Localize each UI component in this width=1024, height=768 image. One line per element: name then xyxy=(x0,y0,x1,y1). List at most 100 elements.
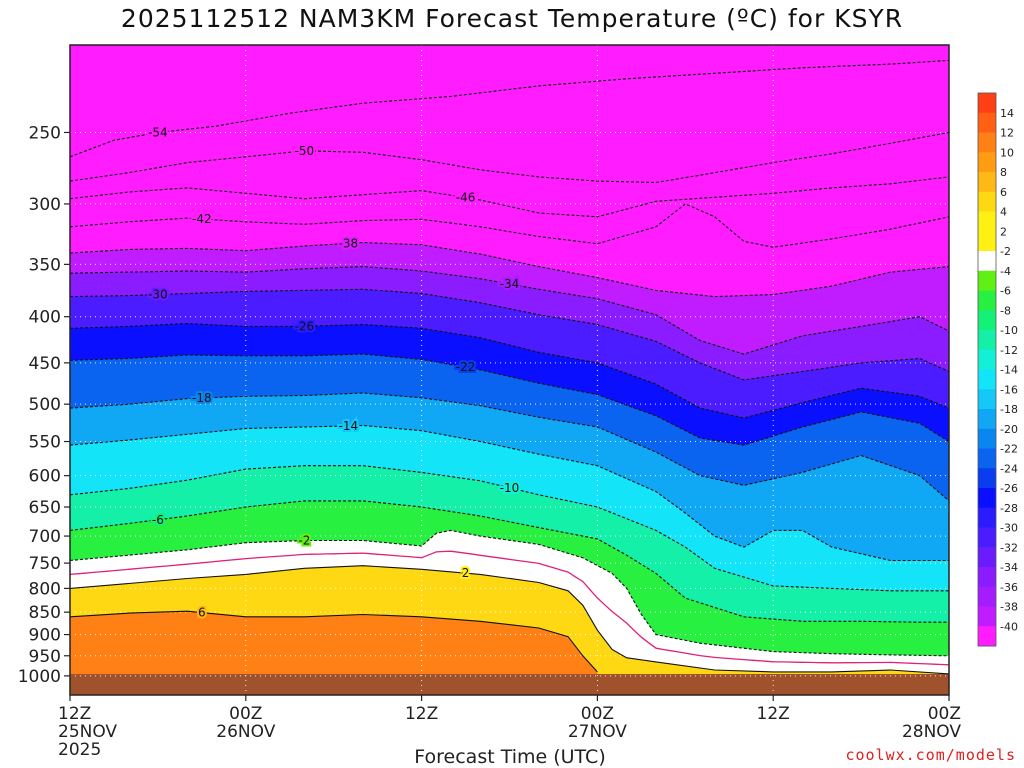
contour-label--14C: -14 xyxy=(339,419,359,433)
colorbar-label-3: 8 xyxy=(1000,166,1007,179)
contour--30C xyxy=(70,288,949,381)
contour--54C xyxy=(70,59,949,158)
colorbar-cell-4 xyxy=(978,172,996,193)
colorbar-cell-2 xyxy=(978,132,996,153)
colorbar-cell-21 xyxy=(978,507,996,528)
x-tick-label-60-0: 00Z xyxy=(928,704,961,724)
colorbar-label-1: 12 xyxy=(1000,127,1014,140)
colorbar-cell-10 xyxy=(978,290,996,311)
colorbar-cell-12 xyxy=(978,330,996,351)
colorbar-label-20: -28 xyxy=(1000,502,1018,515)
colorbar-cell-6 xyxy=(978,211,996,232)
colorbar-label-4: 6 xyxy=(1000,186,1007,199)
contour--6C xyxy=(70,500,949,623)
y-tick-label-700: 700 xyxy=(29,527,61,547)
colorbar-cell-23 xyxy=(978,547,996,568)
colorbar-label-0: 14 xyxy=(1000,107,1014,120)
y-tick-label-1000: 1000 xyxy=(18,667,61,687)
colorbar: 14 12 10 8 6 4 2 -2 -4 -6 -8 -10 -12 -14 -16 -18 -20 -22 -… xyxy=(977,92,1018,647)
colorbar-cell-17 xyxy=(978,428,996,449)
colorbar-label-25: -38 xyxy=(1000,601,1018,614)
colorbar-cell-1 xyxy=(978,112,996,133)
colorbar-label-2: 10 xyxy=(1000,146,1014,159)
grid-lines xyxy=(70,45,949,695)
colorbar-cell-18 xyxy=(978,448,996,469)
y-tick-label-800: 800 xyxy=(29,579,61,599)
colorbar-cell-11 xyxy=(978,310,996,331)
y-tick-label-350: 350 xyxy=(29,255,61,275)
contour--42C xyxy=(70,203,949,248)
contour--38C xyxy=(70,241,949,298)
x-axis-label: Forecast Time (UTC) xyxy=(414,746,605,768)
colorbar-cell-20 xyxy=(978,488,996,509)
colorbar-label-5: 4 xyxy=(1000,206,1007,219)
contour--18C xyxy=(70,392,949,502)
contour-2C xyxy=(70,565,949,675)
contour--34C xyxy=(70,266,949,355)
pressure-axis: 250 300 350 400 450 500 550 600 650 700 750 800 850 9… xyxy=(18,123,70,687)
colorbar-label-7: -2 xyxy=(1000,245,1011,258)
contour--14C xyxy=(70,424,949,562)
y-tick-label-550: 550 xyxy=(29,433,61,453)
x-tick-label-0-2: 2025 xyxy=(58,740,101,760)
colorbar-label-6: 2 xyxy=(1000,225,1007,238)
contour--26C xyxy=(70,322,949,419)
contour-label--42C: -42 xyxy=(192,212,212,226)
y-tick-label-250: 250 xyxy=(29,123,61,143)
y-tick-label-950: 950 xyxy=(29,647,61,667)
contour--2C xyxy=(70,529,949,657)
contour-label-6C: 6 xyxy=(198,606,206,620)
colorbar-label-21: -30 xyxy=(1000,522,1018,535)
colorbar-cell-7 xyxy=(978,231,996,252)
colorbar-label-18: -24 xyxy=(1000,462,1018,475)
colorbar-label-9: -6 xyxy=(1000,285,1011,298)
contour-label--54C: -54 xyxy=(148,125,168,139)
contour-label--22C: -22 xyxy=(456,360,476,374)
colorbar-cell-3 xyxy=(978,152,996,173)
x-tick-label-60-1: 28NOV xyxy=(902,722,961,742)
colorbar-cell-22 xyxy=(978,527,996,548)
contour--10C xyxy=(70,465,949,592)
contour-label-2C: 2 xyxy=(462,566,470,580)
colorbar-cell-13 xyxy=(978,349,996,370)
y-tick-label-500: 500 xyxy=(29,395,61,415)
x-tick-label-0-0: 12Z xyxy=(58,704,91,724)
colorbar-label-23: -34 xyxy=(1000,561,1018,574)
colorbar-cell-26 xyxy=(978,606,996,627)
x-tick-label-36-0: 00Z xyxy=(581,704,614,724)
contour-label--30C: -30 xyxy=(148,288,168,302)
contour-label--46C: -46 xyxy=(456,191,476,205)
y-tick-label-300: 300 xyxy=(29,195,61,215)
contour-label--10C: -10 xyxy=(500,481,520,495)
contour-label--6C: -6 xyxy=(152,513,164,527)
contour-label--38C: -38 xyxy=(339,236,359,250)
colorbar-label-17: -22 xyxy=(1000,443,1018,456)
colorbar-label-19: -26 xyxy=(1000,482,1018,495)
colorbar-cell-9 xyxy=(978,270,996,291)
y-tick-label-400: 400 xyxy=(29,308,61,328)
colorbar-cell-19 xyxy=(978,468,996,489)
colorbar-label-12: -12 xyxy=(1000,344,1018,357)
temperature-color-fill xyxy=(70,45,949,695)
colorbar-label-13: -14 xyxy=(1000,364,1018,377)
y-tick-label-750: 750 xyxy=(29,554,61,574)
colorbar-cell-14 xyxy=(978,369,996,390)
colorbar-label-16: -20 xyxy=(1000,423,1018,436)
y-tick-label-650: 650 xyxy=(29,498,61,518)
x-tick-label-36-1: 27NOV xyxy=(568,722,627,742)
colorbar-cell-25 xyxy=(978,586,996,607)
colorbar-label-26: -40 xyxy=(1000,620,1018,633)
colorbar-label-14: -16 xyxy=(1000,383,1018,396)
colorbar-cell-15 xyxy=(978,389,996,410)
colorbar-label-15: -18 xyxy=(1000,403,1018,416)
colorbar-label-8: -4 xyxy=(1000,265,1011,278)
y-tick-label-900: 900 xyxy=(29,626,61,646)
y-tick-label-600: 600 xyxy=(29,467,61,487)
contour-label--50C: -50 xyxy=(295,144,315,158)
colorbar-label-24: -36 xyxy=(1000,581,1018,594)
x-tick-label-24-0: 12Z xyxy=(405,704,438,724)
x-tick-label-12-0: 00Z xyxy=(229,704,262,724)
colorbar-cell-8 xyxy=(978,251,996,272)
